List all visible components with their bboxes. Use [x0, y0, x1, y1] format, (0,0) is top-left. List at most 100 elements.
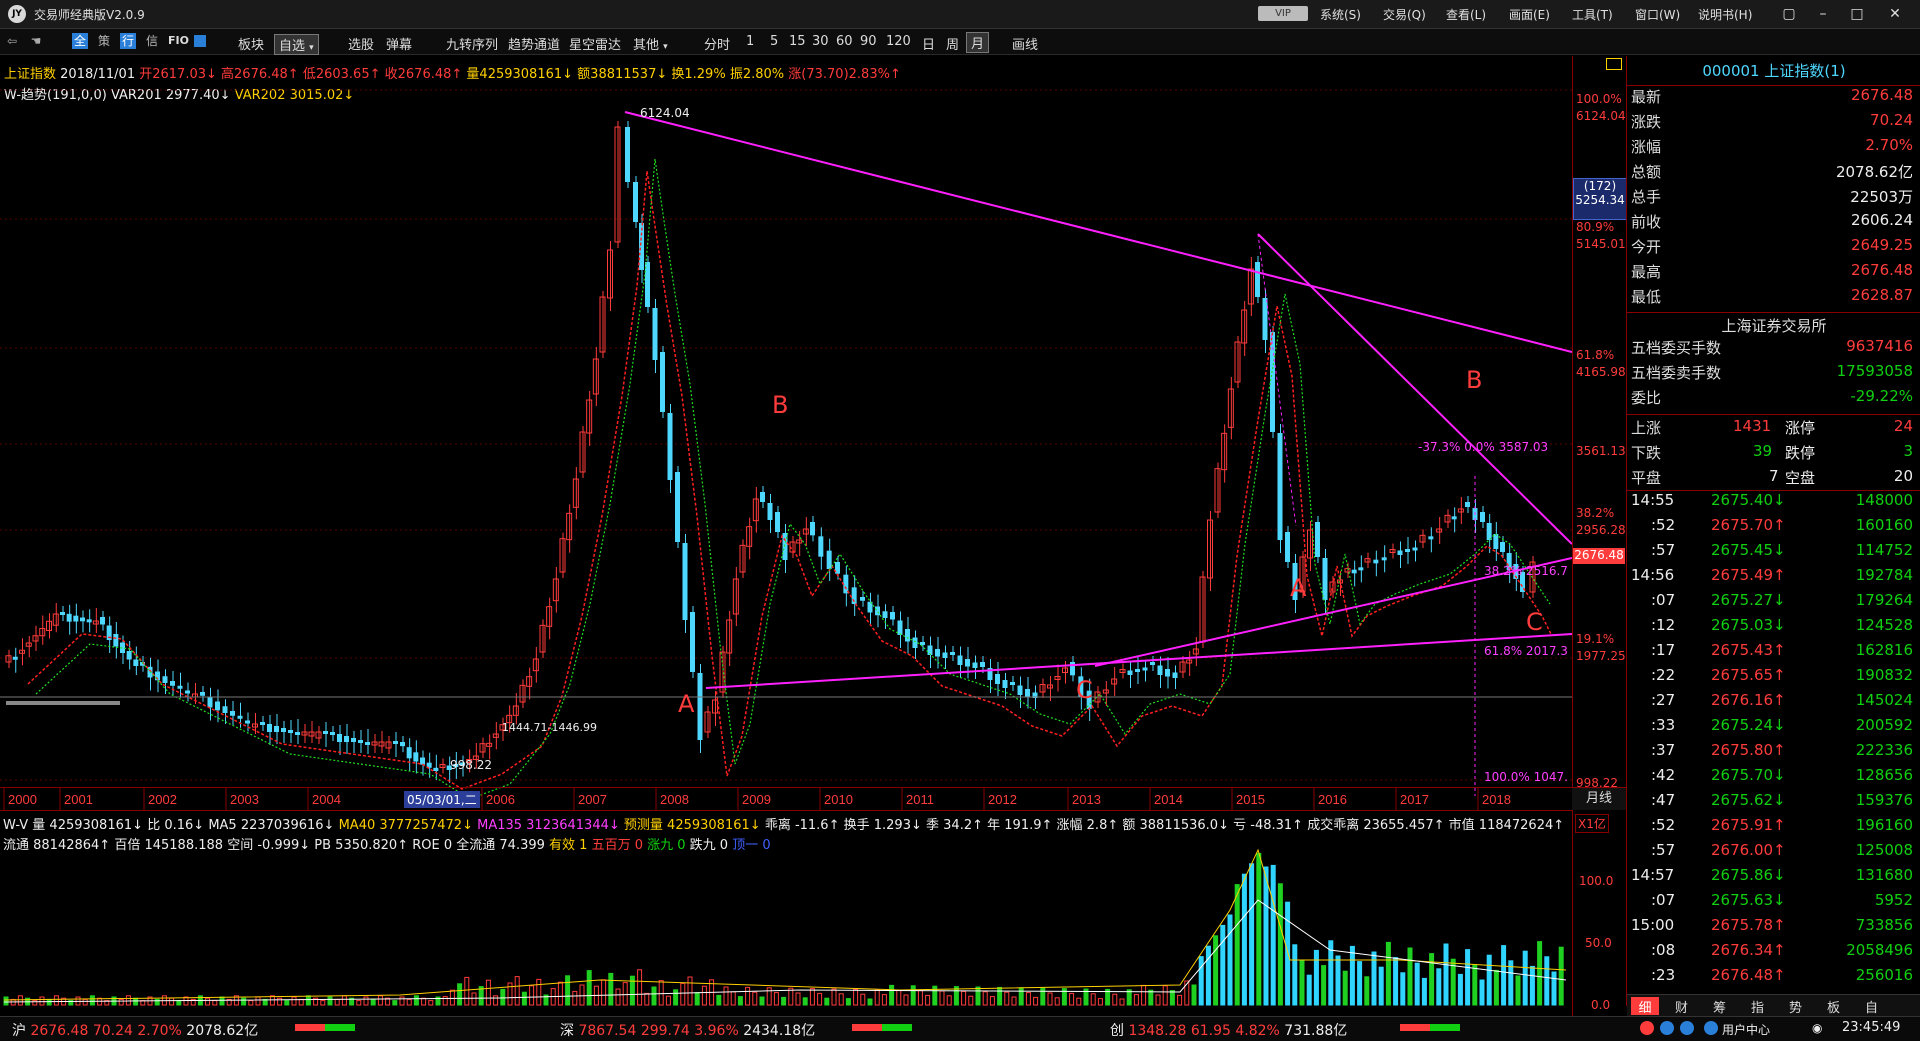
- volume-bar: [428, 1000, 434, 1006]
- wave-label-c2: C: [1526, 608, 1543, 636]
- kline-chart-panel[interactable]: 上证指数 2018/11/01 开2617.03↓ 高2676.48↑ 低260…: [0, 56, 1572, 796]
- maximize-icon[interactable]: □: [1850, 6, 1864, 22]
- menu-trade[interactable]: 交易(Q): [1383, 8, 1426, 22]
- time-label: 2009: [742, 792, 771, 807]
- alert-icon[interactable]: [1640, 1021, 1654, 1035]
- menu-tools[interactable]: 工具(T): [1572, 8, 1613, 22]
- candle-body: [1039, 684, 1046, 693]
- tick-time: :37: [1651, 741, 1676, 759]
- tick-time: 15:00: [1631, 916, 1675, 934]
- tab-custom[interactable]: 自: [1865, 1001, 1879, 1016]
- chip-quote[interactable]: 行: [120, 33, 136, 49]
- menu-manual[interactable]: 说明书(H): [1698, 8, 1753, 22]
- barrage-button[interactable]: 弹幕: [386, 38, 413, 53]
- status-cy[interactable]: 创 1348.28 61.95 4.82% 731.88亿: [1110, 1020, 1347, 1040]
- draw-line-button[interactable]: 画线: [1012, 38, 1039, 53]
- chip-strategy[interactable]: 策: [97, 34, 110, 48]
- chip-all[interactable]: 全: [72, 33, 88, 49]
- other-dropdown[interactable]: 其他 ▾: [633, 34, 668, 53]
- period-intraday[interactable]: 分时: [704, 38, 731, 53]
- tick-volume: 190832: [1855, 666, 1913, 684]
- sync-icon[interactable]: [1660, 1021, 1674, 1035]
- candle-body: [1292, 563, 1298, 600]
- candle-body: [905, 629, 910, 642]
- candle-body: [980, 662, 985, 667]
- volume-bar: [1256, 852, 1262, 1006]
- minimize-icon[interactable]: –: [1819, 6, 1827, 22]
- tab-index[interactable]: 指: [1751, 1001, 1765, 1016]
- chip-info[interactable]: 信: [145, 34, 158, 48]
- tab-finance[interactable]: 财: [1675, 1001, 1689, 1016]
- tab-trend[interactable]: 势: [1789, 1001, 1803, 1016]
- tick-row: :08 2676.34↑ 2058496: [1627, 941, 1920, 966]
- volume-bar: [1234, 884, 1240, 1006]
- grid-icon[interactable]: [194, 35, 206, 47]
- candle-body: [519, 684, 526, 703]
- period-month[interactable]: 月: [966, 32, 990, 53]
- period-120m[interactable]: 120: [886, 34, 911, 49]
- candle-body: [867, 601, 873, 613]
- candle-body: [927, 645, 933, 655]
- period-1m[interactable]: 1: [746, 34, 755, 49]
- period-30m[interactable]: 30: [812, 34, 829, 49]
- watchlist-dropdown[interactable]: 自选 ▾: [274, 34, 319, 55]
- sector-button[interactable]: 板块: [238, 38, 265, 53]
- volume-bar: [824, 997, 830, 1006]
- menu-window[interactable]: 窗口(W): [1635, 8, 1681, 22]
- title-bar: JY 交易师经典版V2.0.9 VIP 系统(S) 交易(Q) 查看(L) 画面…: [0, 0, 1920, 29]
- restore-icon[interactable]: ▢: [1782, 6, 1796, 22]
- tick-volume: 5952: [1874, 891, 1913, 909]
- period-day[interactable]: 日: [922, 38, 936, 53]
- vip-badge[interactable]: VIP: [1258, 6, 1308, 21]
- tick-list[interactable]: 14:55 2675.40↓ 148000:52 2675.70↑ 160160:57 2…: [1627, 490, 1920, 984]
- period-5m[interactable]: 5: [770, 34, 779, 49]
- message-icon[interactable]: [1680, 1021, 1694, 1035]
- volume-bar: [716, 994, 722, 1006]
- quote-value: 22503万: [1850, 188, 1913, 206]
- period-15m[interactable]: 15: [789, 34, 806, 49]
- vol-turnover: 换手 1.293↓: [843, 818, 922, 833]
- close-icon[interactable]: ✕: [1889, 6, 1901, 22]
- volume-panel[interactable]: W-V 量 4259308161↓ 比 0.16↓ MA5 2237039616…: [0, 810, 1572, 1016]
- candle-body: [652, 308, 658, 360]
- user-center-link[interactable]: 用户中心: [1722, 1023, 1771, 1037]
- trend-channel-button[interactable]: 趋势通道: [508, 38, 561, 53]
- tab-sector[interactable]: 板: [1827, 1001, 1841, 1016]
- volume-bar: [673, 989, 679, 1006]
- tab-detail[interactable]: 细: [1631, 997, 1659, 1016]
- candle-body: [315, 731, 322, 739]
- tab-chips[interactable]: 筹: [1713, 1001, 1727, 1016]
- panel-toggle-icon[interactable]: [1606, 58, 1622, 70]
- volume-bar: [1558, 946, 1564, 1006]
- menu-view[interactable]: 查看(L): [1446, 8, 1487, 22]
- nine-turn-button[interactable]: 九转序列: [446, 38, 499, 53]
- period-60m[interactable]: 60: [836, 34, 853, 49]
- status-sz[interactable]: 深 7867.54 299.74 3.96% 2434.18亿: [560, 1020, 815, 1040]
- period-label[interactable]: 月线: [1572, 787, 1626, 810]
- fio-button[interactable]: FIO: [168, 34, 189, 47]
- kline-canvas[interactable]: [0, 56, 1572, 796]
- peak-annotation: 6124.04: [640, 106, 690, 120]
- period-week[interactable]: 周: [946, 38, 960, 53]
- candle-body: [1157, 665, 1163, 675]
- stock-name: 上证指数(1): [1764, 62, 1846, 80]
- candle-body: [73, 615, 79, 622]
- volume-bar: [39, 996, 45, 1006]
- status-sh[interactable]: 沪 2676.48 70.24 2.70% 2078.62亿: [12, 1020, 258, 1040]
- menu-screen[interactable]: 画面(E): [1509, 8, 1550, 22]
- time-label: 2004: [312, 792, 341, 807]
- quote-label: 最低: [1631, 288, 1662, 306]
- volume-unit: X1亿: [1575, 814, 1609, 833]
- user-icon[interactable]: [1704, 1021, 1718, 1035]
- candle-body: [1135, 669, 1140, 672]
- star-radar-button[interactable]: 星空雷达: [569, 38, 622, 53]
- volume-canvas[interactable]: [0, 810, 1572, 1016]
- hand-icon[interactable]: ☚: [30, 34, 42, 48]
- tick-row: :17 2675.43↑ 162816: [1627, 641, 1920, 666]
- period-90m[interactable]: 90: [860, 34, 877, 49]
- back-icon[interactable]: ⇦: [6, 34, 18, 48]
- candle-body: [230, 711, 235, 716]
- menu-system[interactable]: 系统(S): [1320, 8, 1361, 22]
- volume-bar: [1450, 958, 1456, 1006]
- stock-picker-button[interactable]: 选股: [348, 38, 375, 53]
